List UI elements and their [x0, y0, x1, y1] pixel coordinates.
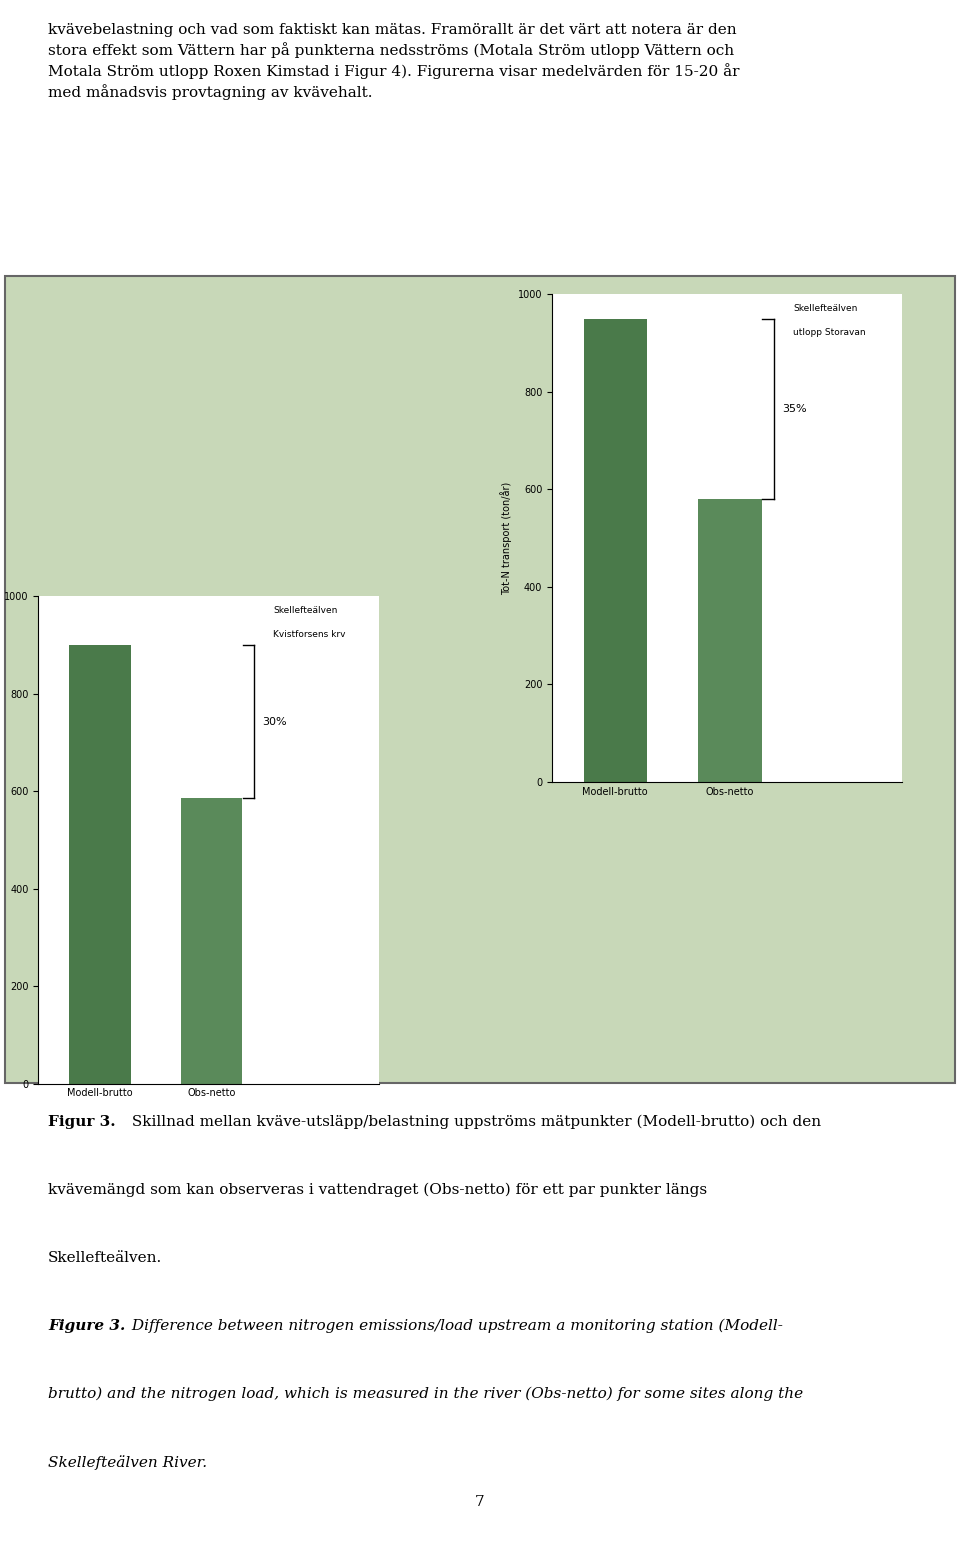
Text: 30%: 30%	[262, 717, 286, 726]
Bar	[699, 498, 761, 782]
Text: Skellefteälven: Skellefteälven	[793, 303, 857, 313]
Text: Kvistforsens krv: Kvistforsens krv	[273, 630, 346, 639]
Y-axis label: Tot-N transport (ton/år): Tot-N transport (ton/år)	[500, 481, 513, 594]
Text: 7: 7	[475, 1494, 485, 1509]
Text: brutto) and the nitrogen load, which is measured in the river (Obs-netto) for so: brutto) and the nitrogen load, which is …	[48, 1387, 804, 1401]
Bar	[69, 644, 131, 1084]
Text: Figur 3.: Figur 3.	[48, 1115, 115, 1128]
Text: Skellefteälven: Skellefteälven	[273, 605, 337, 615]
Text: Figure 3.: Figure 3.	[48, 1319, 125, 1333]
Bar	[584, 319, 647, 782]
Text: Difference between nitrogen emissions/load upstream a monitoring station (Modell: Difference between nitrogen emissions/lo…	[128, 1319, 783, 1333]
Text: Skellefteälven River.: Skellefteälven River.	[48, 1455, 207, 1471]
Text: kvävebelastning och vad som faktiskt kan mätas. Framörallt är det värt att noter: kvävebelastning och vad som faktiskt kan…	[48, 23, 739, 101]
Text: Skellefteälven.: Skellefteälven.	[48, 1251, 162, 1265]
Text: kvävemängd som kan observeras i vattendraget (Obs-netto) för ett par punkter län: kvävemängd som kan observeras i vattendr…	[48, 1183, 708, 1197]
Text: utlopp Storavan: utlopp Storavan	[793, 328, 866, 337]
Text: Skillnad mellan kväve-utsläpp/belastning uppströms mätpunkter (Modell-brutto) oc: Skillnad mellan kväve-utsläpp/belastning…	[128, 1115, 822, 1128]
Text: 35%: 35%	[781, 404, 806, 413]
Bar	[180, 799, 242, 1084]
